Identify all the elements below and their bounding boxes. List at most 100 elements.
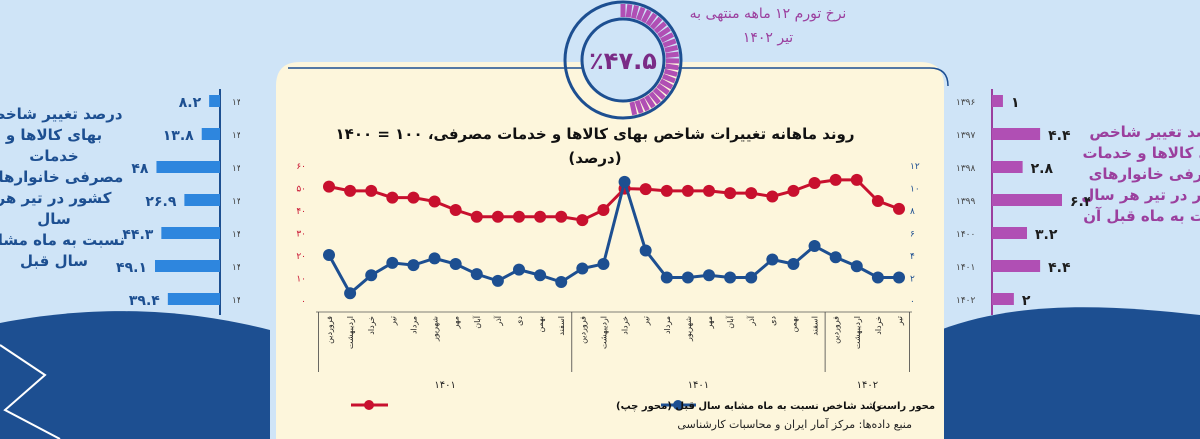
year-group-label: ۱۴۰۲ [857,380,878,391]
left-bar-year: ۱۴۰۱ [232,263,240,273]
left-bar [209,95,220,107]
x-tick-label: شهریور [431,316,440,342]
data-point-yoy [470,210,483,223]
data-point-yoy [344,184,357,197]
badge-ring-segment [649,16,663,30]
data-point-mom [639,244,652,257]
x-tick-label: مهر [452,316,461,329]
right-axis-tick: ۱۲ [910,162,920,172]
left-bar [155,260,220,272]
left-bar-value: ۴۴.۳ [122,227,153,243]
badge-ring-segment [657,26,671,39]
data-point-yoy [534,210,547,223]
data-point-yoy [555,210,568,223]
badge-ring-segment [625,4,633,18]
badge-ring-segment [665,51,679,58]
x-tick-label: شهریور [684,316,693,342]
chart-panel [276,62,944,439]
legend-marker-mom [673,400,683,410]
left-axis-tick: ۵۰ [296,185,306,195]
year-group-label: ۱۴۰۱ [434,380,455,391]
left-bar-value: ۸.۲ [179,95,202,111]
data-point-yoy [660,184,673,197]
badge-ring-segment [639,97,650,112]
x-tick-label: فروردین [325,316,334,344]
left-panel-text: درصد تغییر شاخص بهای کالاها و خدمات مصرف… [0,105,125,270]
badge-ring-segment [660,32,675,43]
left-axis-tick: ۳۰ [296,230,306,240]
badge-ring-segment [645,12,658,27]
left-bar-year: ۱۳۹۹ [232,197,240,207]
right-bar-value: ۴.۴ [1048,128,1071,144]
data-point-mom [597,258,610,270]
data-point-yoy [576,214,589,227]
left-bar [201,128,220,140]
right-bar [992,95,1003,107]
data-point-yoy [871,195,884,207]
data-point-mom [850,260,863,273]
right-bar [992,227,1027,239]
data-point-mom [703,269,715,282]
badge-ring-segment [663,68,678,77]
data-point-mom [386,256,399,269]
right-bar-year: ۱۴۰۱ [956,263,975,273]
decorative-zigzag [0,344,61,439]
data-point-mom [660,271,673,284]
right-bar-value: ۲.۸ [1031,161,1054,177]
data-point-mom [555,276,568,288]
badge-ring-segment [640,9,652,24]
right-bar [992,128,1041,140]
right-axis-tick: ۶ [910,230,915,240]
data-point-mom [491,274,504,287]
data-point-yoy [724,187,737,200]
data-point-yoy [428,195,441,208]
data-point-yoy [703,184,715,197]
left-axis-tick: ۲۰ [296,252,306,262]
x-tick-label: اردیبهشت [346,316,355,349]
data-point-mom [766,253,779,266]
right-panel-text: درصد تغییر شاخص بهای کالاها و خدمات مصرف… [1081,123,1200,225]
data-point-mom [745,271,758,284]
right-bar-year: ۱۳۹۷ [956,131,976,141]
right-bar-year: ۱۳۹۹ [956,197,976,207]
left-bar-value: ۳۹.۴ [129,293,160,309]
left-bar-year: ۱۴۰۰ [232,230,240,240]
right-bar-value: ۳.۲ [1035,227,1058,243]
year-group-label: ۱۴۰۱ [688,380,709,391]
x-tick-label: اسفند [811,316,820,336]
line-chart: ۰ ۱۰ ۲۰ ۳۰ ۴۰ ۵۰ ۶۰ ۰ ۲ ۴ ۶ ۸ ۱۰ ۱۲ فروردین اردیبهشت خرد… [296,162,936,412]
series-line-mom [327,176,899,296]
data-point-yoy [597,204,610,216]
right-bar-year: ۱۴۰۲ [956,296,976,306]
data-point-yoy [808,177,821,189]
right-bar-value: ۴.۴ [1048,260,1071,276]
left-bar-year: ۱۴۰۲ [232,296,240,306]
background-wave-right [940,307,1200,439]
data-point-mom [618,175,631,188]
right-bar [992,293,1014,305]
x-tick-label: مرداد [409,316,418,334]
x-tick-label: آذر [746,315,756,326]
badge-ring-segment [662,38,677,48]
x-tick-label: آبان [472,315,482,329]
right-bar [992,161,1023,173]
chart-title-text: روند ماهانه تغییرات شاخص بهای کالاها و خ… [335,125,855,143]
data-point-yoy [681,184,694,197]
x-tick-label: آذر [493,315,503,326]
right-axis-tick: ۸ [910,207,915,217]
data-point-yoy [386,191,399,204]
data-point-yoy [787,184,800,197]
badge-ring-segment [659,78,674,90]
right-axis-tick: ۴ [910,252,915,262]
x-tick-label: دی [515,316,524,326]
data-point-yoy [449,204,462,216]
inflation-badge: ٪۴۷.۵ [563,0,683,120]
right-axis-tick: ۱۰ [910,185,920,195]
data-point-mom [344,287,357,300]
badge-ring-segment [653,21,667,34]
left-bar-value: ۲۶.۹ [145,194,176,210]
left-bar [161,227,220,239]
badge-ring-segments [620,4,680,116]
